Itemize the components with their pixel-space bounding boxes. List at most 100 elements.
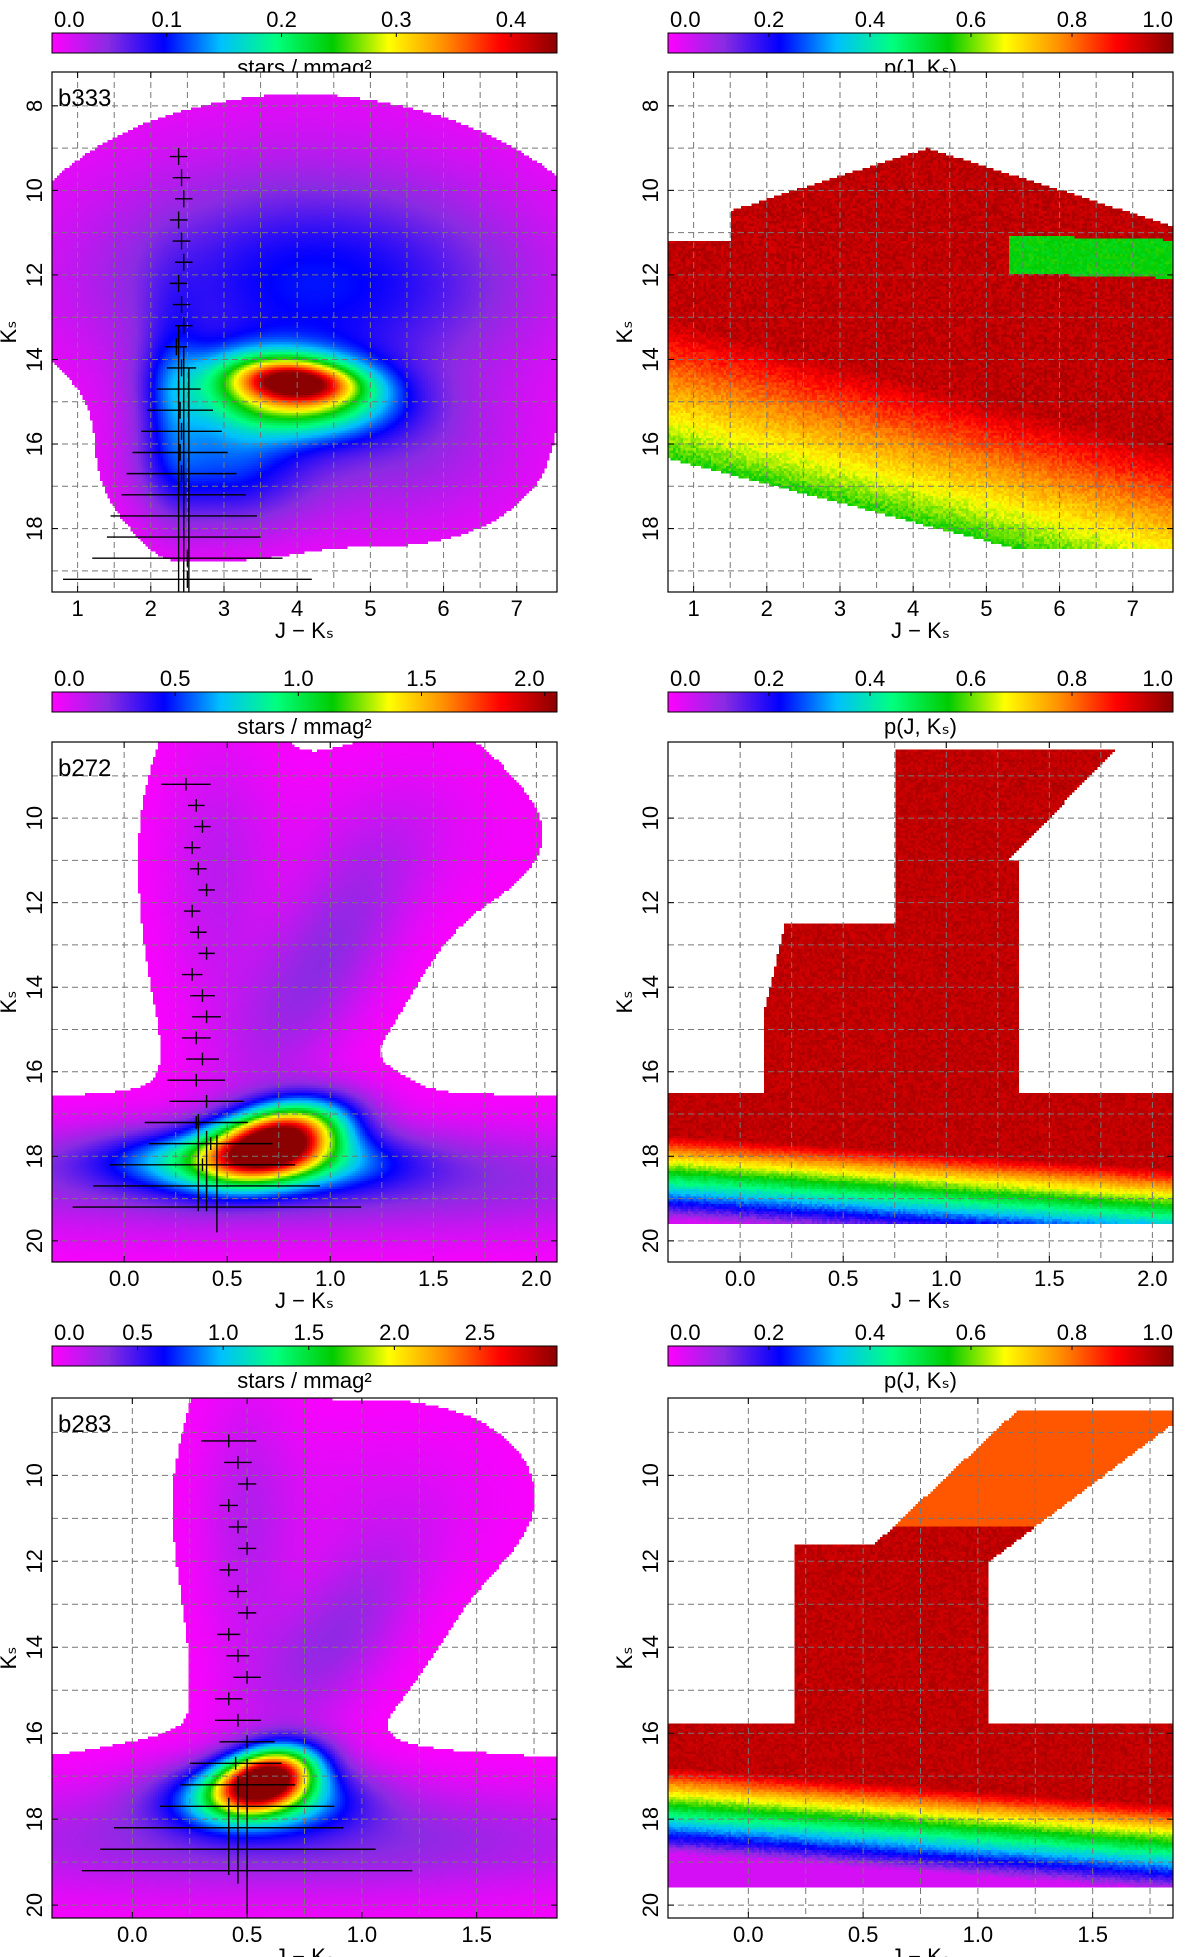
error-bar [183, 841, 201, 855]
error-bar [148, 1137, 273, 1150]
error-bar [169, 148, 188, 166]
error-bars [81, 1434, 413, 1914]
error-bar [167, 1073, 226, 1087]
colorbar-tick-label: 0.0 [54, 1320, 85, 1345]
y-tick-label: 12 [22, 890, 47, 914]
plot-frame [667, 741, 1174, 1263]
error-bar [174, 253, 193, 271]
y-tick-label: 20 [638, 1893, 663, 1917]
colorbar-tick-label: 0.2 [754, 7, 785, 32]
error-bar [219, 1563, 238, 1577]
y-tick-label: 18 [638, 1807, 663, 1831]
x-tick-label: 2.0 [1137, 1266, 1168, 1291]
heatmap-image [668, 72, 1173, 592]
error-bar [198, 947, 215, 960]
grid [668, 742, 1173, 1262]
grid [668, 72, 1173, 592]
plot-frame [51, 741, 558, 1263]
b283-probability-panel: 0.0 0.2 0.4 0.6 0.8 1.0 p(J, Kₛ) 0.0 0.5 1.0 1.5 10… [612, 1320, 1174, 1957]
colorbar-label: p(J, Kₛ) [884, 714, 957, 739]
b333-probability-panel: 0.0 0.2 0.4 0.6 0.8 1.0p(J, Kₛ)1 2 3 4 5 6 78101214… [612, 7, 1174, 643]
colorbar-tick-label: 1.0 [1142, 7, 1173, 32]
colorbar: 0.0 0.2 0.4 0.6 0.8 1.0 p(J, Kₛ) [667, 666, 1174, 739]
axes: 0.0 0.5 1.0 1.5 10 12 14 16 18 20 J − Kₛ Kₛ b283 [0, 1398, 557, 1957]
x-tick-label: 1.0 [347, 1922, 378, 1947]
error-bar [183, 904, 201, 918]
error-bar [185, 1052, 219, 1066]
error-bar [233, 1670, 261, 1684]
colorbar-tick-label: 1.0 [208, 1320, 239, 1345]
error-bar [172, 232, 191, 250]
colorbar-tick-label: 0.0 [54, 666, 85, 691]
heatmap-image [52, 72, 557, 592]
x-tick-label: 4 [907, 596, 919, 621]
x-tick-label: 0.0 [733, 1922, 764, 1947]
colorbar-tick-label: 1.0 [283, 666, 314, 691]
x-axis-label: J − Kₛ [891, 1944, 950, 1957]
error-bar [201, 1434, 257, 1448]
colorbar-tick-label: 1.0 [1142, 666, 1173, 691]
colorbar-tick-label: 0.2 [754, 666, 785, 691]
y-tick-label: 14 [638, 1635, 663, 1659]
error-bar [174, 190, 193, 208]
error-bar [237, 1606, 257, 1620]
error-bar [228, 1584, 248, 1598]
error-bar [214, 1692, 243, 1706]
colorbar-tick-label: 0.0 [54, 7, 85, 32]
heatmap-image [52, 742, 557, 1262]
colorbar-tick-label: 0.0 [670, 666, 701, 691]
error-bars [62, 148, 312, 592]
y-tick-label: 12 [22, 1549, 47, 1573]
y-tick-label: 20 [22, 1229, 47, 1253]
x-tick-label: 0.5 [848, 1922, 879, 1947]
error-bar [237, 1477, 257, 1491]
error-bar [169, 274, 188, 292]
x-tick-label: 6 [1053, 596, 1065, 621]
panel-label: b272 [58, 755, 111, 782]
error-bar [126, 465, 237, 483]
colorbar-gradient [667, 32, 1174, 54]
error-bar [174, 317, 193, 335]
x-tick-label: 1.0 [963, 1922, 994, 1947]
error-bar [190, 925, 207, 939]
error-bar [237, 1541, 257, 1555]
plot-frame [51, 1397, 558, 1919]
colorbar-tick-label: 0.1 [151, 7, 182, 32]
x-tick-label: 0.5 [212, 1266, 243, 1291]
y-axis-label: Kₛ [612, 321, 637, 344]
error-bar [190, 862, 207, 876]
x-axis-label: J − Kₛ [275, 1944, 334, 1957]
colorbar-tick-label: 2.0 [379, 1320, 410, 1345]
error-bar [144, 1116, 248, 1129]
y-tick-label: 12 [638, 1549, 663, 1573]
y-axis-label: Kₛ [612, 1647, 637, 1670]
error-bar [189, 1756, 282, 1770]
error-bar [181, 1031, 211, 1045]
x-tick-label: 7 [511, 596, 523, 621]
colorbar-tick-label: 0.8 [1057, 1320, 1088, 1345]
x-tick-label: 1.5 [1077, 1922, 1108, 1947]
y-tick-label: 14 [638, 975, 663, 999]
error-bar [219, 1735, 275, 1749]
y-tick-label: 14 [22, 347, 47, 371]
x-tick-label: 1.5 [418, 1266, 449, 1291]
y-tick-label: 14 [638, 347, 663, 371]
b272-density-panel: 0.0 0.5 1.0 1.5 2.0 stars / mmag² 0.0 0.5 1.0 1.5… [0, 666, 558, 1313]
grid [668, 1398, 1173, 1918]
error-bar [62, 570, 312, 588]
x-tick-label: 6 [437, 596, 449, 621]
y-tick-label: 12 [22, 263, 47, 287]
x-tick-label: 2 [761, 596, 773, 621]
y-axis-label: Kₛ [0, 321, 21, 344]
x-tick-label: 3 [834, 596, 846, 621]
panel-label: b283 [58, 1411, 111, 1438]
plot-frame [667, 1397, 1174, 1919]
x-axis-label: J − Kₛ [275, 1288, 334, 1313]
colorbar-tick-label: 1.0 [1142, 1320, 1173, 1345]
colorbar-label: p(J, Kₛ) [884, 1368, 957, 1393]
x-tick-label: 2 [145, 596, 157, 621]
axes: 0.0 0.5 1.0 1.5 2.0 10 12 14 16 18 20 J − Kₛ Kₛ [612, 742, 1173, 1313]
